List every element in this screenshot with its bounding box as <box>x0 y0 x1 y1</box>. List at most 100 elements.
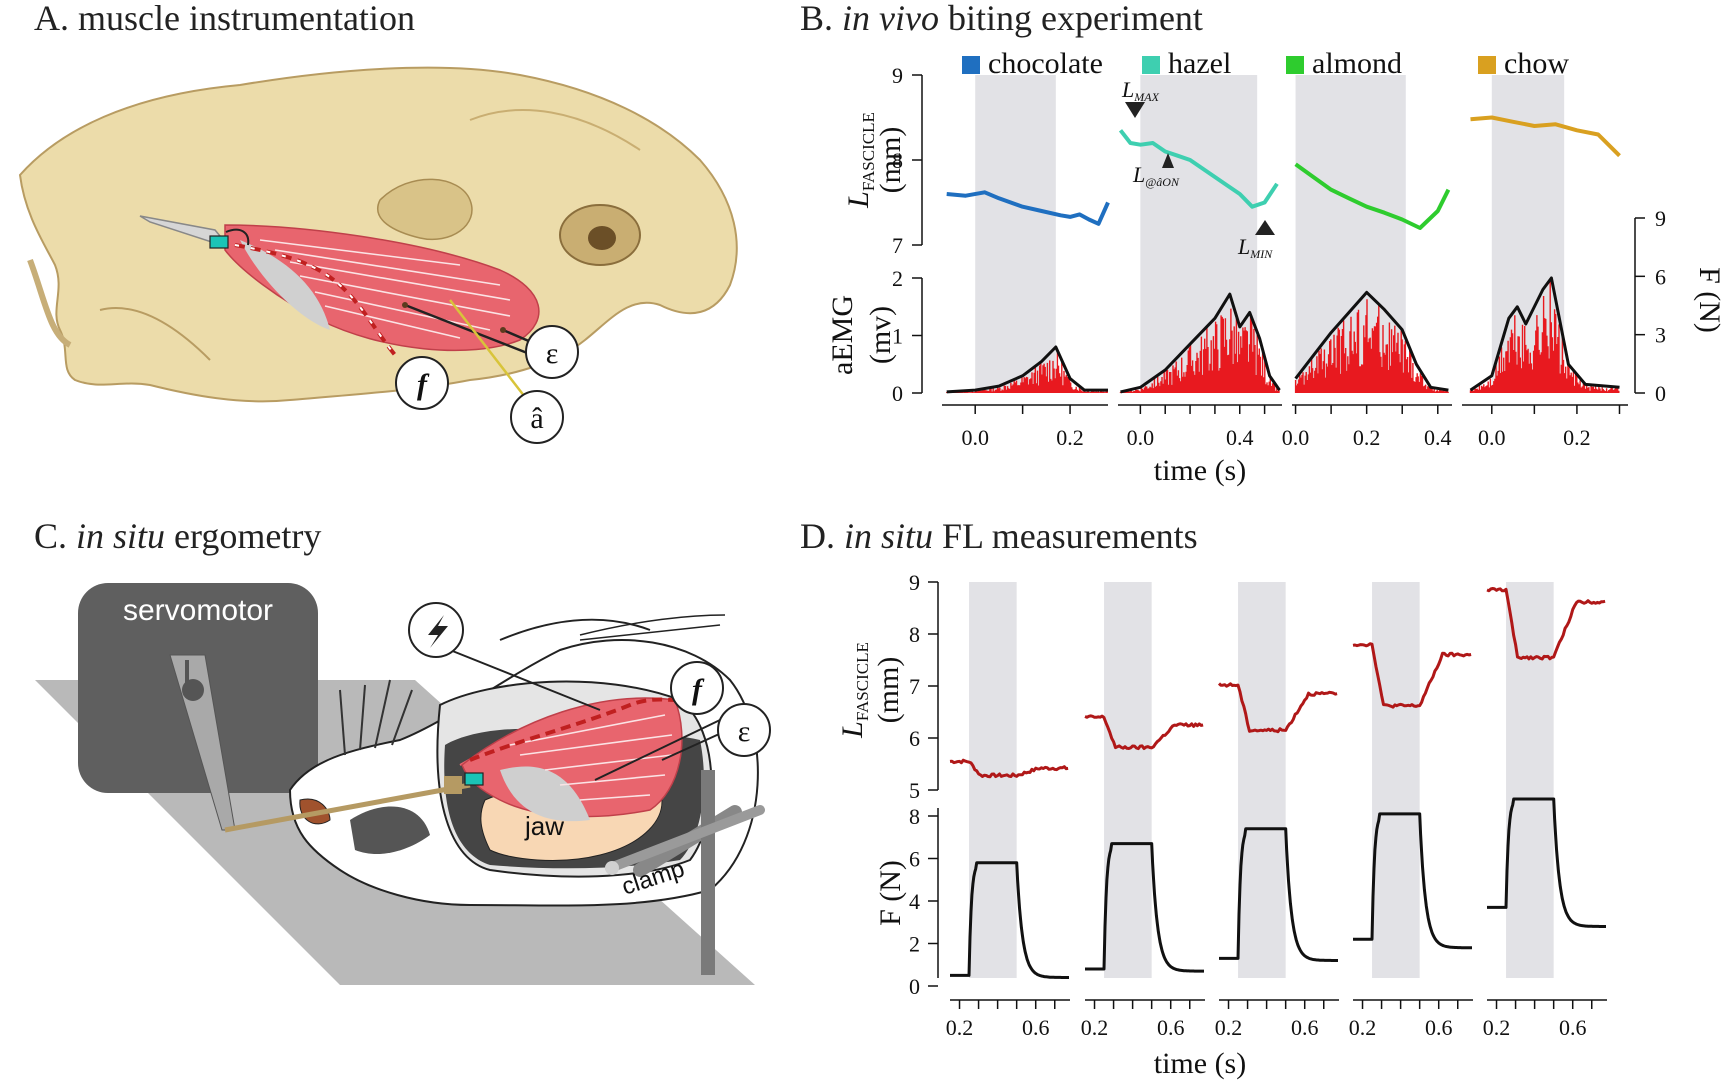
d-xtick-label: 0.6 <box>1559 1015 1587 1040</box>
legend-label-hazel: hazel <box>1168 47 1231 80</box>
legend-swatch-chocolate <box>962 56 980 74</box>
servomotor: servomotor <box>78 583 318 831</box>
servomotor-label: servomotor <box>123 594 273 627</box>
d-ylabel-top-unit: (mm) <box>872 657 905 724</box>
aemg-envelope-chocolate <box>946 345 1108 394</box>
force-trace <box>1352 812 1473 950</box>
d-ytick-bottom-label: 4 <box>909 889 920 914</box>
b-xtick-label: 0.4 <box>1226 425 1254 450</box>
stimulus-window <box>1506 582 1554 978</box>
force-trace <box>1486 797 1607 928</box>
d-y-axis-bottom: 8 6 4 2 0 <box>909 804 939 999</box>
b-y-axis-right: 9 6 3 0 <box>1634 206 1666 406</box>
b-xtick-label: 0.0 <box>961 425 989 450</box>
panel-a: A. muscle instrumentation <box>18 0 738 444</box>
b-y-axis-top: 9 8 7 <box>892 63 923 258</box>
b-ytick-bottom-label: 1 <box>892 324 903 349</box>
legend-label-chow: chow <box>1504 47 1569 80</box>
annotation-lmax: LMAX <box>1121 77 1160 118</box>
d-ylabel-top: LFASCICLE <box>836 642 872 739</box>
svg-text:LMAX: LMAX <box>1121 77 1160 104</box>
svg-text:ε: ε <box>546 337 559 370</box>
svg-text:LMIN: LMIN <box>1237 234 1273 261</box>
b-ylabel-top-unit: (mm) <box>874 127 907 194</box>
emg-marker-a: â <box>510 390 564 444</box>
aemg-envelope-almond <box>1294 290 1449 392</box>
b-subplot-chocolate: 0.0 0.2 <box>942 75 1110 450</box>
panel-c-title: C. in situ ergometry <box>34 516 321 556</box>
b-xtick-label: 0.0 <box>1478 425 1506 450</box>
svg-text:L@âON: L@âON <box>1132 162 1180 189</box>
stimulus-window <box>1238 582 1286 978</box>
fascicle-length-hazel <box>1118 129 1279 209</box>
svg-text:ε: ε <box>738 715 751 748</box>
d-ytick-bottom-label: 8 <box>909 804 920 829</box>
d-y-axis-top: 9 8 7 6 5 <box>909 570 939 803</box>
d-xlabel: time (s) <box>1154 1047 1246 1080</box>
b-y-axis-bottom: 2 1 0 <box>892 266 923 406</box>
fascicle-length-trace <box>1217 682 1338 734</box>
d-subplot-3: 0.2 0.6 <box>1215 582 1339 1040</box>
b-ytick-top-label: 8 <box>892 148 903 173</box>
b-ylabel-bottom: aEMG <box>826 295 859 375</box>
panel-d-title: D. in situ FL measurements <box>800 516 1198 556</box>
legend-label-chocolate: chocolate <box>988 47 1103 80</box>
b-xtick-label: 0.0 <box>1282 425 1310 450</box>
b-ylabel-right: F (N) <box>1693 267 1726 333</box>
svg-text:f: f <box>417 368 430 401</box>
fascicle-length-chow <box>1470 115 1621 158</box>
rat-head-outline: jaw clamp <box>224 614 765 975</box>
b-ylabel-top: LFASCICLE <box>842 112 878 209</box>
panel-b-title: B. in vivo biting experiment <box>800 0 1203 38</box>
d-xtick-label: 0.2 <box>1483 1015 1511 1040</box>
d-ytick-bottom-label: 6 <box>909 847 920 872</box>
annotation-lon: L@âON <box>1132 153 1180 189</box>
b-subplot-hazel: 0.0 0.4 <box>1118 75 1282 450</box>
raw-emg-chocolate <box>946 350 1108 393</box>
d-ytick-top-label: 6 <box>909 726 920 751</box>
stimulus-window <box>975 75 1056 393</box>
d-subplot-4: 0.2 0.6 <box>1349 582 1473 1040</box>
b-xtick-label: 0.2 <box>1056 425 1084 450</box>
d-xtick-label: 0.2 <box>946 1015 974 1040</box>
d-xtick-label: 0.6 <box>1291 1015 1319 1040</box>
panel-b: B. in vivo biting experiment chocolate ha… <box>800 0 1726 487</box>
d-ytick-bottom-label: 0 <box>909 974 920 999</box>
panel-c: C. in situ ergometry servomotor jaw <box>34 516 771 985</box>
d-xtick-label: 0.6 <box>1022 1015 1050 1040</box>
d-xtick-label: 0.2 <box>1349 1015 1377 1040</box>
b-xtick-label: 0.0 <box>1127 425 1155 450</box>
b-ytick-bottom-label: 2 <box>892 266 903 291</box>
force-trace <box>949 861 1070 979</box>
strain-marker-a: ε <box>525 325 579 379</box>
d-ytick-top-label: 7 <box>909 674 920 699</box>
d-ylabel-bottom: F (N) <box>874 860 907 926</box>
b-ytick-right-label: 6 <box>1655 264 1666 289</box>
force-trace <box>1084 842 1205 973</box>
b-xtick-label: 0.2 <box>1563 425 1591 450</box>
b-ytick-right-label: 0 <box>1655 381 1666 406</box>
b-xtick-label: 0.2 <box>1353 425 1381 450</box>
rat-skull-illustration <box>18 66 738 403</box>
fascicle-length-trace <box>949 758 1069 779</box>
force-transducer-marker-c: f <box>670 661 724 715</box>
b-ytick-bottom-label: 0 <box>892 381 903 406</box>
b-xlabel: time (s) <box>1154 454 1246 487</box>
d-xtick-label: 0.6 <box>1157 1015 1185 1040</box>
b-subplot-chow: 0.0 0.2 <box>1462 75 1628 450</box>
fascicle-length-trace <box>1084 714 1204 751</box>
fascicle-length-chocolate <box>946 190 1110 226</box>
svg-text:â: â <box>530 402 543 435</box>
b-ytick-top-label: 9 <box>892 63 903 88</box>
fascicle-length-trace <box>1352 642 1472 709</box>
stimulus-window <box>1104 582 1152 978</box>
d-ytick-bottom-label: 2 <box>909 932 920 957</box>
strain-marker-c: ε <box>717 703 771 757</box>
stimulus-window <box>1372 582 1420 978</box>
d-ytick-top-label: 5 <box>909 778 920 803</box>
d-xtick-label: 0.2 <box>1081 1015 1109 1040</box>
d-subplot-2: 0.2 0.6 <box>1081 582 1205 1040</box>
aemg-envelope-chow <box>1469 276 1620 392</box>
legend-swatch-chow <box>1478 56 1496 74</box>
d-subplot-1: 0.2 0.6 <box>946 582 1070 1040</box>
